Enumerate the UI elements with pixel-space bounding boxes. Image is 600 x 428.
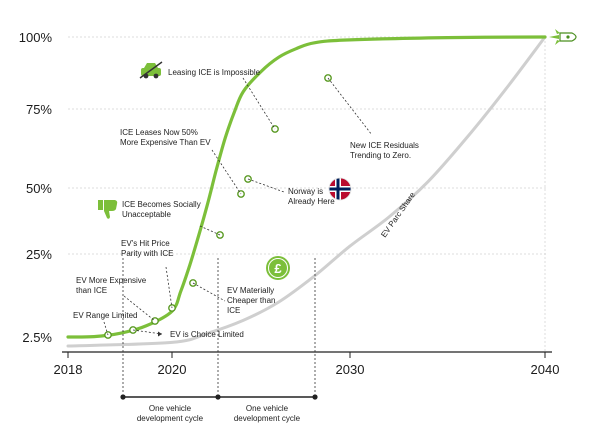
axes: 2.5% 25% 50% 75% 100% 2018 2020 2030 2040: [19, 30, 560, 377]
car-icon: [139, 61, 163, 79]
leader-line-parity: [165, 266, 173, 309]
x-tick-label: 2018: [54, 362, 83, 377]
annotation-line: Cheaper than: [227, 296, 275, 305]
annotation-line: ICE: [227, 306, 240, 315]
annotation-line: More Expensive Than EV: [120, 138, 211, 147]
annotation-cheaper: EV Materially Cheaper than ICE: [227, 286, 275, 315]
cycle-label-line: One vehicle: [149, 404, 192, 413]
leader-line-norway: [247, 178, 285, 193]
y-tick-label: 25%: [26, 247, 52, 262]
leader-line-moreexp: [123, 295, 156, 322]
pound-coin-icon: £: [266, 256, 290, 280]
rocket-icon: [549, 29, 577, 45]
cycle-endpoint: [312, 394, 318, 400]
leader-line-residuals: [327, 77, 373, 136]
leader-line-choice: [132, 329, 163, 335]
thumbs-down-icon: [98, 200, 118, 219]
annotation-line: Leasing ICE is Impossible: [168, 68, 261, 77]
annotation-line: EV Materially: [227, 286, 274, 295]
annotation-choice: EV is Choice Limited: [170, 330, 244, 339]
annotation-line: New ICE Residuals: [350, 141, 419, 150]
annotation-line: Norway is: [288, 187, 323, 196]
y-tick-label: 50%: [26, 181, 52, 196]
annotation-line: Trending to Zero.: [350, 151, 411, 160]
x-tick-label: 2040: [531, 362, 560, 377]
annotation-moreexp: EV More Expensive than ICE: [76, 276, 147, 295]
leader-line-leases50: [211, 149, 242, 195]
annotation-line: EV is Choice Limited: [170, 330, 244, 339]
annotation-line: ICE Becomes Socially: [122, 200, 201, 209]
annotation-social: ICE Becomes Socially Unacceptable: [122, 200, 201, 219]
cycle-label: One vehicle development cycle: [234, 404, 301, 423]
y-tick-label: 75%: [26, 102, 52, 117]
annotation-leases50: ICE Leases Now 50% More Expensive Than EV: [120, 128, 211, 147]
cycle-endpoint: [120, 394, 126, 400]
annotation-range: EV Range Limited: [73, 311, 137, 320]
annotation-line: Unacceptable: [122, 210, 171, 219]
icons: £: [98, 29, 577, 280]
annotation-parity: EV's Hit Price Parity with ICE: [121, 239, 173, 258]
series-line-ev-parc-share: [66, 35, 547, 348]
leader-line-cheaper: [192, 282, 226, 302]
arrow-head: [158, 331, 162, 337]
leader-line-leasing: [242, 77, 276, 130]
annotation-leasing: Leasing ICE is Impossible: [168, 68, 261, 77]
cycle-label-line: development cycle: [234, 414, 301, 423]
cycle-endpoint: [215, 394, 221, 400]
annotation-line: EV's Hit Price: [121, 239, 170, 248]
cycle-label: One vehicle development cycle: [137, 404, 204, 423]
series-lines: [66, 35, 547, 348]
cycle-label-line: development cycle: [137, 414, 204, 423]
series-label-ev-parc-share: EV Parc Share: [379, 190, 417, 239]
x-tick-label: 2020: [158, 362, 187, 377]
series-line-ev-sales-share: [66, 35, 547, 339]
y-tick-label: 2.5%: [22, 330, 52, 345]
svg-text:£: £: [274, 261, 282, 276]
norway-flag-icon: [328, 177, 352, 201]
annotation-line: Already Here: [288, 197, 335, 206]
annotation-line: EV Range Limited: [73, 311, 137, 320]
annotation-residuals: New ICE Residuals Trending to Zero.: [350, 141, 419, 160]
cycle-label-line: One vehicle: [246, 404, 289, 413]
annotation-norway: Norway is Already Here: [288, 187, 335, 206]
annotation-line: ICE Leases Now 50%: [120, 128, 198, 137]
annotation-line: than ICE: [76, 286, 107, 295]
x-tick-label: 2030: [336, 362, 365, 377]
y-tick-label: 100%: [19, 30, 53, 45]
annotation-line: EV More Expensive: [76, 276, 147, 285]
annotations: EV Parc Share Leasing ICE is Impossible IC…: [73, 68, 419, 339]
annotation-line: Parity with ICE: [121, 249, 173, 258]
